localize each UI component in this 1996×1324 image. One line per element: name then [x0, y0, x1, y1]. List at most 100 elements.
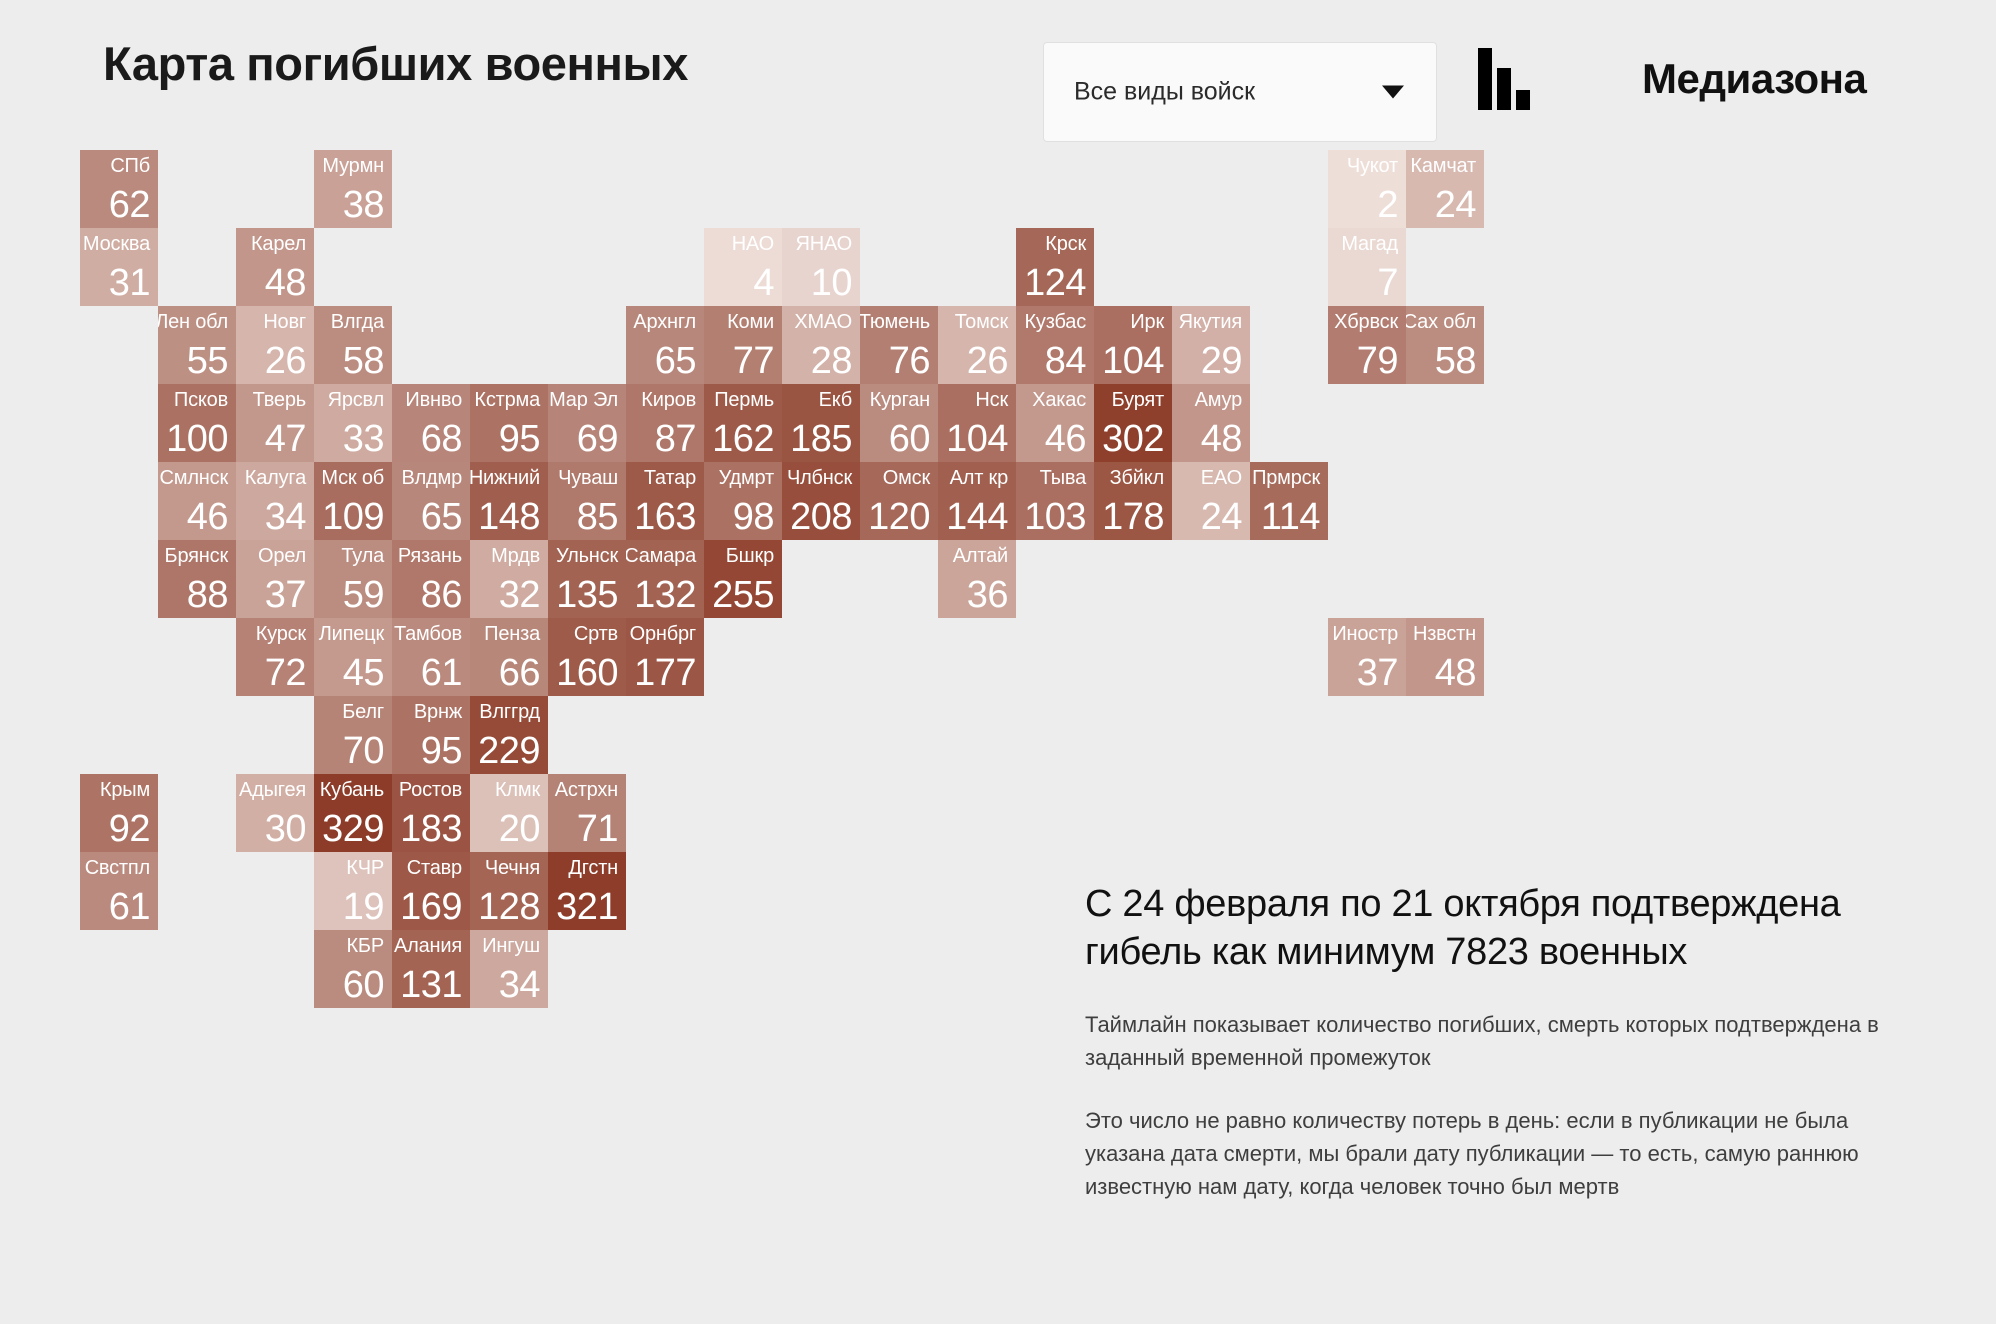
- region-tile[interactable]: Смлнск 46: [158, 462, 236, 540]
- region-tile[interactable]: Пермь 162: [704, 384, 782, 462]
- region-tile-label: Влгда: [330, 311, 384, 333]
- region-tile[interactable]: НАО 4: [704, 228, 782, 306]
- region-tile[interactable]: Ставр 169: [392, 852, 470, 930]
- region-tile[interactable]: Мар Эл 69: [548, 384, 626, 462]
- region-tile[interactable]: Псков 100: [158, 384, 236, 462]
- region-tile[interactable]: СПб 62: [80, 150, 158, 228]
- region-tile[interactable]: Влдмр 65: [392, 462, 470, 540]
- region-tile[interactable]: КЧР 19: [314, 852, 392, 930]
- region-tile[interactable]: Татар 163: [626, 462, 704, 540]
- region-tile[interactable]: КБР 60: [314, 930, 392, 1008]
- region-tile-label: Липецк: [318, 623, 384, 645]
- region-tile[interactable]: Орнбрг 177: [626, 618, 704, 696]
- region-tile[interactable]: Ярсвл 33: [314, 384, 392, 462]
- region-tile[interactable]: Збйкл 178: [1094, 462, 1172, 540]
- region-tile[interactable]: Чуваш 85: [548, 462, 626, 540]
- region-tile[interactable]: Магад 7: [1328, 228, 1406, 306]
- region-tile[interactable]: Новг 26: [236, 306, 314, 384]
- region-tile[interactable]: Нижний 148: [470, 462, 548, 540]
- region-tile[interactable]: Бурят 302: [1094, 384, 1172, 462]
- region-tile[interactable]: Кубань 329: [314, 774, 392, 852]
- region-tile[interactable]: Клмк 20: [470, 774, 548, 852]
- region-tile[interactable]: Сах обл 58: [1406, 306, 1484, 384]
- region-tile[interactable]: Алтай 36: [938, 540, 1016, 618]
- region-tile[interactable]: Рязань 86: [392, 540, 470, 618]
- region-tile-label: Карел: [250, 233, 306, 255]
- region-tile-label: Алт кр: [949, 467, 1009, 489]
- region-tile-value: 24: [1434, 184, 1477, 226]
- region-tile[interactable]: Карел 48: [236, 228, 314, 306]
- region-tile[interactable]: Амур 48: [1172, 384, 1250, 462]
- region-tile[interactable]: Крым 92: [80, 774, 158, 852]
- region-tile-label: Хакас: [1032, 389, 1086, 411]
- troop-type-dropdown[interactable]: Все виды войск: [1043, 42, 1437, 142]
- region-tile[interactable]: Влггрд 229: [470, 696, 548, 774]
- region-tile[interactable]: Томск 26: [938, 306, 1016, 384]
- region-tile[interactable]: Липецк 45: [314, 618, 392, 696]
- region-tile[interactable]: Нск 104: [938, 384, 1016, 462]
- region-tile[interactable]: Тверь 47: [236, 384, 314, 462]
- region-tile[interactable]: Прмрск 114: [1250, 462, 1328, 540]
- region-tile[interactable]: Сртв 160: [548, 618, 626, 696]
- region-tile[interactable]: Удмрт 98: [704, 462, 782, 540]
- region-tile[interactable]: Тула 59: [314, 540, 392, 618]
- region-tile[interactable]: ЯНАО 10: [782, 228, 860, 306]
- region-tile[interactable]: Кузбас 84: [1016, 306, 1094, 384]
- region-tile[interactable]: Алт кр 144: [938, 462, 1016, 540]
- region-tile[interactable]: Крск 124: [1016, 228, 1094, 306]
- region-tile[interactable]: Чечня 128: [470, 852, 548, 930]
- region-tile[interactable]: Архнгл 65: [626, 306, 704, 384]
- region-tile[interactable]: Тыва 103: [1016, 462, 1094, 540]
- region-tile[interactable]: Влгда 58: [314, 306, 392, 384]
- region-tile[interactable]: Калуга 34: [236, 462, 314, 540]
- region-tile[interactable]: Мск об 109: [314, 462, 392, 540]
- region-tile[interactable]: Астрхн 71: [548, 774, 626, 852]
- region-tile[interactable]: Алания 131: [392, 930, 470, 1008]
- region-tile-value: 160: [556, 652, 618, 694]
- region-tile[interactable]: Нзвстн 48: [1406, 618, 1484, 696]
- region-tile[interactable]: Врнж 95: [392, 696, 470, 774]
- region-tile[interactable]: Тамбов 61: [392, 618, 470, 696]
- region-tile[interactable]: Дгстн 321: [548, 852, 626, 930]
- region-tile[interactable]: Киров 87: [626, 384, 704, 462]
- region-tile[interactable]: Хакас 46: [1016, 384, 1094, 462]
- region-tile[interactable]: Чукот 2: [1328, 150, 1406, 228]
- region-tile[interactable]: Екб 185: [782, 384, 860, 462]
- region-tile[interactable]: Коми 77: [704, 306, 782, 384]
- region-tile[interactable]: Хбрвск 79: [1328, 306, 1406, 384]
- region-tile[interactable]: Курск 72: [236, 618, 314, 696]
- region-tile[interactable]: Якутия 29: [1172, 306, 1250, 384]
- region-tile[interactable]: Курган 60: [860, 384, 938, 462]
- region-tile[interactable]: Ингуш 34: [470, 930, 548, 1008]
- region-tile[interactable]: Орел 37: [236, 540, 314, 618]
- region-tile[interactable]: Лен обл 55: [158, 306, 236, 384]
- region-tile[interactable]: Самара 132: [626, 540, 704, 618]
- region-tile[interactable]: Бшкр 255: [704, 540, 782, 618]
- region-tile[interactable]: Камчат 24: [1406, 150, 1484, 228]
- region-tile[interactable]: Свстпл 61: [80, 852, 158, 930]
- region-tile-label: Врнж: [413, 701, 462, 723]
- region-tile[interactable]: Адыгея 30: [236, 774, 314, 852]
- region-tile[interactable]: Ирк 104: [1094, 306, 1172, 384]
- region-tile[interactable]: Пенза 66: [470, 618, 548, 696]
- region-tile[interactable]: Брянск 88: [158, 540, 236, 618]
- region-tile[interactable]: Ростов 183: [392, 774, 470, 852]
- region-tile[interactable]: ЕАО 24: [1172, 462, 1250, 540]
- region-tile-value: 69: [576, 418, 619, 460]
- region-tile-label: Ярсвл: [327, 389, 385, 411]
- region-tile[interactable]: ХМАО 28: [782, 306, 860, 384]
- region-tile[interactable]: Ивнво 68: [392, 384, 470, 462]
- brand-logo[interactable]: Медиазона: [1478, 48, 1867, 110]
- region-tile[interactable]: Члбнск 208: [782, 462, 860, 540]
- region-tile[interactable]: Москва 31: [80, 228, 158, 306]
- region-tile-label: Алтай: [952, 545, 1008, 567]
- region-tile[interactable]: Кстрма 95: [470, 384, 548, 462]
- region-tile[interactable]: Белг 70: [314, 696, 392, 774]
- region-tile-value: 321: [556, 886, 618, 928]
- region-tile[interactable]: Тюмень 76: [860, 306, 938, 384]
- region-tile[interactable]: Ульнск 135: [548, 540, 626, 618]
- region-tile[interactable]: Иностр 37: [1328, 618, 1406, 696]
- region-tile[interactable]: Мурмн 38: [314, 150, 392, 228]
- region-tile[interactable]: Омск 120: [860, 462, 938, 540]
- region-tile[interactable]: Мрдв 32: [470, 540, 548, 618]
